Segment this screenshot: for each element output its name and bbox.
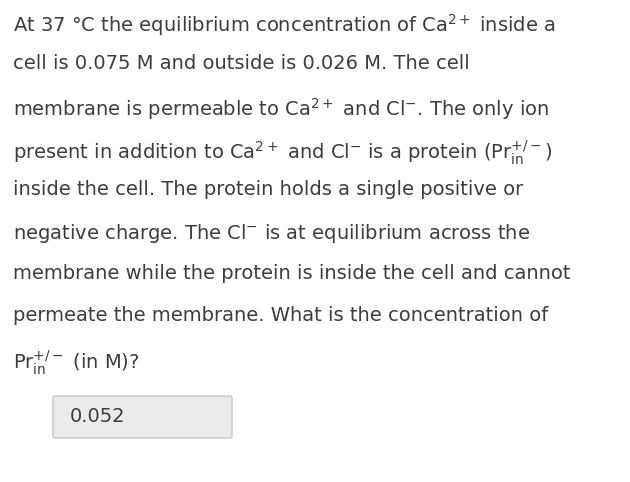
Text: cell is 0.075 M and outside is 0.026 M. The cell: cell is 0.075 M and outside is 0.026 M. … — [13, 54, 470, 73]
Text: 0.052: 0.052 — [70, 407, 125, 427]
Text: permeate the membrane. What is the concentration of: permeate the membrane. What is the conce… — [13, 306, 548, 325]
Text: inside the cell. The protein holds a single positive or: inside the cell. The protein holds a sin… — [13, 180, 524, 199]
Text: At 37 °C the equilibrium concentration of Ca$^{2+}$ inside a: At 37 °C the equilibrium concentration o… — [13, 12, 556, 38]
Text: present in addition to Ca$^{2+}$ and Cl$^{-}$ is a protein (Pr$_{\mathsf{in}}^{+: present in addition to Ca$^{2+}$ and Cl$… — [13, 138, 552, 166]
Text: membrane is permeable to Ca$^{2+}$ and Cl$^{-}$. The only ion: membrane is permeable to Ca$^{2+}$ and C… — [13, 96, 549, 122]
Text: negative charge. The Cl$^{-}$ is at equilibrium across the: negative charge. The Cl$^{-}$ is at equi… — [13, 222, 530, 245]
FancyBboxPatch shape — [53, 396, 232, 438]
Text: Pr$_{\mathsf{in}}^{+/-}$ (in M)?: Pr$_{\mathsf{in}}^{+/-}$ (in M)? — [13, 348, 139, 376]
Text: membrane while the protein is inside the cell and cannot: membrane while the protein is inside the… — [13, 264, 571, 283]
